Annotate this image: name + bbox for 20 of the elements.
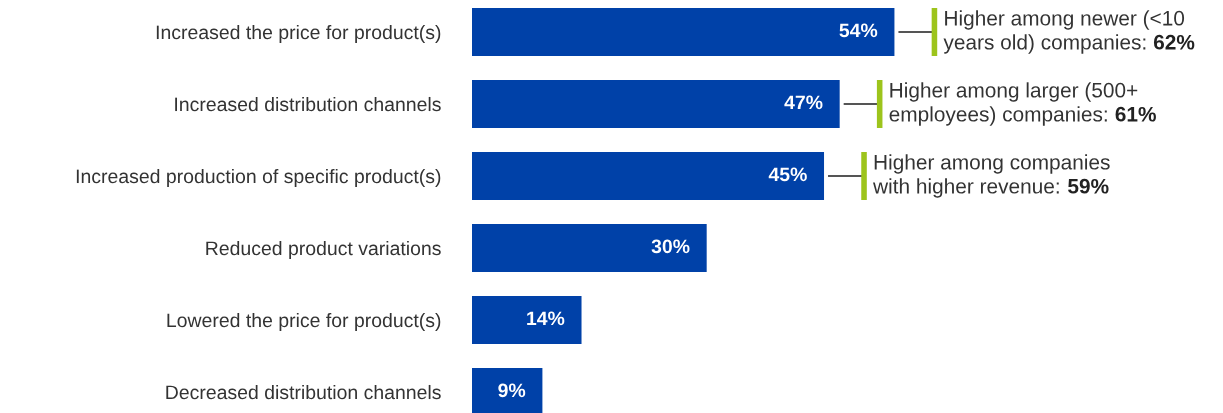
data-label: 47%: [784, 95, 823, 110]
y-tick-label: Lowered the price for product(s): [167, 312, 441, 332]
annotation: Higher among newer (<10 years old) companies: 62%: [943, 10, 1195, 54]
annotation: Higher among companies with higher revenue: 59%: [873, 154, 1110, 198]
y-tick-label: Increased distribution channels: [175, 96, 441, 112]
bar: [472, 151, 825, 201]
bar: [472, 223, 707, 273]
bar: [472, 79, 840, 129]
y-tick-label: Reduced product variations: [206, 240, 441, 260]
bar: [472, 7, 895, 57]
y-tick-label: Increased the price for product(s): [156, 24, 441, 44]
y-tick-label: Increased production of specific product(s): [76, 168, 441, 188]
data-label: 9%: [498, 383, 526, 398]
data-label: 14%: [527, 311, 565, 326]
y-tick-label: Decreased distribution channels: [166, 384, 441, 400]
bar: [472, 295, 582, 345]
data-label: 54%: [839, 23, 878, 38]
data-label: 45%: [768, 167, 807, 182]
annotation: Higher among larger (500+ employees) companies: 61%: [889, 82, 1156, 126]
data-label: 30%: [651, 239, 690, 254]
